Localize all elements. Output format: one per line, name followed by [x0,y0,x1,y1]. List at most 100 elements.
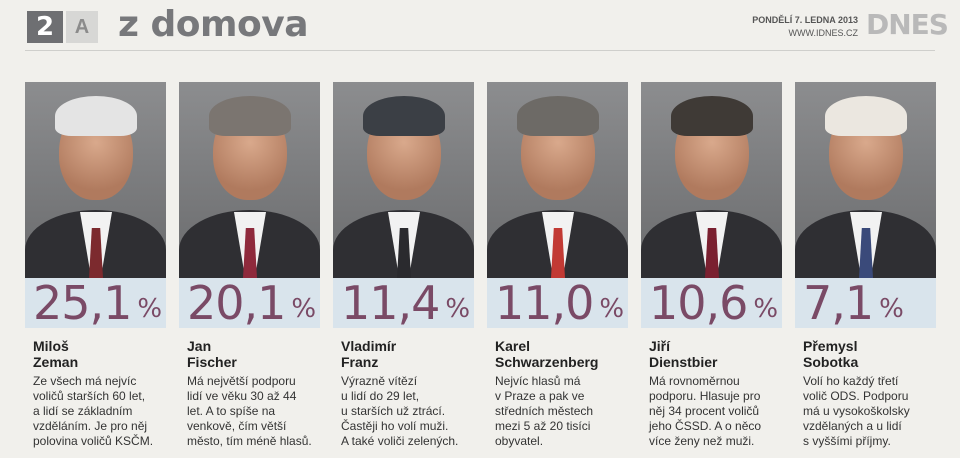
candidate-name: Vladimír Franz [341,338,474,370]
percent-sign: % [137,294,163,324]
last-name: Franz [341,354,379,370]
first-name: Vladimír [341,338,397,354]
description-line: město, tím méně hlasů. [187,434,312,448]
candidate-name: Jan Fischer [187,338,320,370]
description-line: A také voliči zelených. [341,434,459,448]
portrait-tie [243,228,257,278]
description-line: Nejvíc hlasů má [495,374,581,388]
portrait-tie [551,228,565,278]
description-line: vzdělaných a u lidí [803,419,902,433]
candidate-portrait [795,82,936,278]
first-name: Karel [495,338,531,354]
candidate-card: 25,1% Miloš Zeman Ze všech má nejvíc voličů … [25,82,166,449]
candidate-card: 20,1% Jan Fischer Má největší podporu lidí v… [179,82,320,449]
description-line: u starších už ztrácí. [341,404,446,418]
description-line: a lidí se základním [33,404,133,418]
description-line: v Praze a pak ve [495,389,585,403]
description-line: mezi 5 až 20 tisíci [495,419,591,433]
vote-percent: 10,6 [649,276,748,330]
percent-sign: % [753,294,779,324]
candidate-name: Jiří Dienstbier [649,338,782,370]
first-name: Jan [187,338,212,354]
description-line: středních městech [495,404,594,418]
percent-sign: % [879,294,904,324]
first-name: Jiří [649,338,671,354]
percent-sign: % [445,294,471,324]
description-line: u lidí do 29 let, [341,389,420,403]
percent-sign: % [599,294,625,324]
portrait-hair [671,96,753,136]
portrait-hair [55,96,137,136]
description-line: lidí ve věku 30 až 44 [187,389,297,403]
candidate-description: Má největší podporu lidí ve věku 30 až 44… [187,374,319,449]
percent-box: 10,6% [641,278,782,328]
dateline: PONDĚLÍ 7. LEDNA 2013 WWW.IDNES.CZ [740,14,858,40]
candidate-name: Karel Schwarzenberg [495,338,628,370]
portrait-tie [89,228,103,278]
percent-box: 11,4% [333,278,474,328]
candidate-description: Má rovnoměrnou podporu. Hlasuje pro něj 34… [649,374,781,449]
description-line: jeho ČSSD. A o něco [649,419,762,433]
description-line: má u vysokoškolsky [803,404,910,418]
description-line: volič ODS. Podporu [803,389,909,403]
portrait-tie [397,228,411,278]
page-number: 2 [27,11,63,43]
portrait-hair [517,96,599,136]
first-name: Přemysl [803,338,858,354]
description-line: s vyššími příjmy. [803,434,891,448]
last-name: Schwarzenberg [495,354,599,370]
description-line: Výrazně vítězí [341,374,418,388]
percent-box: 7,1% [795,278,936,328]
candidate-description: Ze všech má nejvíc voličů starších 60 let… [33,374,165,449]
candidate-description: Nejvíc hlasů má v Praze a pak ve středních… [495,374,627,449]
description-line: Častěji ho volí muži. [341,419,449,433]
description-line: polovina voličů KSČM. [33,434,154,448]
description-line: podporu. Hlasuje pro [649,389,761,403]
last-name: Zeman [33,354,79,370]
description-line: Ze všech má nejvíc [33,374,137,388]
first-name: Miloš [33,338,69,354]
candidate-card: 11,0% Karel Schwarzenberg Nejvíc hlasů má v … [487,82,628,449]
candidate-name: Miloš Zeman [33,338,166,370]
portrait-tie [705,228,719,278]
candidate-card: 7,1% Přemysl Sobotka Volí ho každý třetí vol… [795,82,936,449]
portrait-hair [825,96,907,136]
description-line: Má rovnoměrnou [649,374,740,388]
vote-percent: 25,1 [33,276,132,330]
candidate-portrait [487,82,628,278]
candidate-portrait [333,82,474,278]
header-divider [25,50,935,51]
candidate-description: Výrazně vítězí u lidí do 29 let, u staršíc… [341,374,473,449]
description-line: let. A to spíše na [187,404,276,418]
newspaper-logo: DNES [866,8,949,41]
description-line: něj 34 procent voličů [649,404,760,418]
issue-date: PONDĚLÍ 7. LEDNA 2013 [752,15,858,25]
last-name: Dienstbier [649,354,718,370]
vote-percent: 11,4 [341,276,440,330]
candidate-description: Volí ho každý třetí volič ODS. Podporu má … [803,374,935,449]
candidate-portrait [179,82,320,278]
vote-percent: 11,0 [495,276,594,330]
portrait-hair [209,96,291,136]
percent-box: 11,0% [487,278,628,328]
section-title: z domova [118,4,309,45]
description-line: voličů starších 60 let, [33,389,146,403]
candidate-card: 10,6% Jiří Dienstbier Má rovnoměrnou podporu… [641,82,782,449]
candidate-portrait [25,82,166,278]
page-header: 2 A z domova PONDĚLÍ 7. LEDNA 2013 WWW.I… [0,0,960,50]
candidate-portrait [641,82,782,278]
percent-sign: % [291,294,317,324]
site-url: WWW.IDNES.CZ [788,28,859,38]
portrait-tie [859,228,873,278]
last-name: Fischer [187,354,237,370]
percent-box: 20,1% [179,278,320,328]
vote-percent: 20,1 [187,276,286,330]
description-line: Má největší podporu [187,374,296,388]
description-line: vzděláním. Je pro něj [33,419,148,433]
vote-percent: 7,1 [803,276,874,330]
description-line: obyvatel. [495,434,544,448]
section-letter: A [66,11,98,43]
description-line: venkově, čím větší [187,419,287,433]
description-line: více ženy než muži. [649,434,755,448]
last-name: Sobotka [803,354,859,370]
